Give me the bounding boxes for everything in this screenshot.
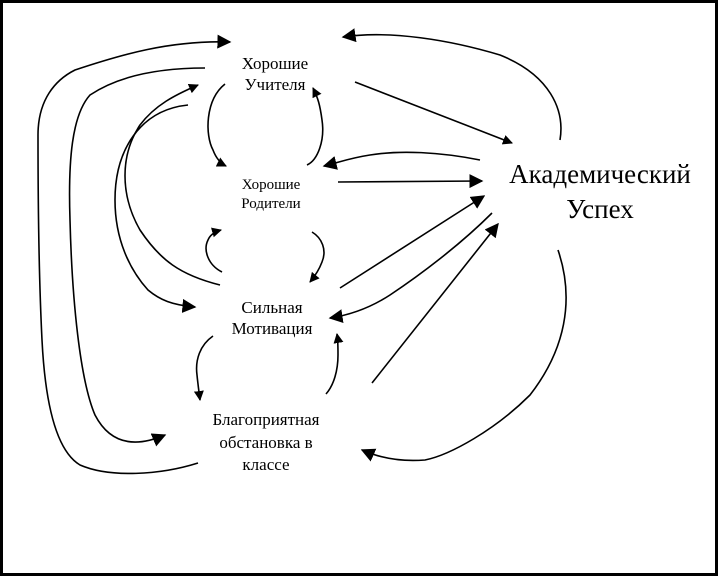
arrow-motivation-to-environment	[193, 335, 214, 401]
arrow-success-to-parents	[322, 151, 481, 170]
node-good-parents: Хорошие Родители	[218, 176, 324, 214]
node-strong-motivation-line2: Мотивация	[231, 319, 313, 339]
node-academic-success: Академический Успех	[484, 157, 716, 227]
node-environment-line3: классе	[242, 455, 290, 475]
node-academic-success-line1: Академический	[509, 159, 691, 189]
arrow-motivation-to-parents	[205, 227, 223, 273]
arrow-parents-to-motivation	[309, 231, 325, 283]
node-good-teachers: Хорошие Учителя	[220, 53, 330, 96]
node-strong-motivation-line1: Сильная	[241, 298, 303, 317]
node-good-parents-line1: Хорошие	[241, 177, 301, 193]
arrow-teachers-to-motivation	[114, 104, 197, 313]
node-good-teachers-line2: Учителя	[244, 75, 306, 95]
arrow-parents-to-teachers	[306, 87, 324, 166]
arrow-teachers-to-environment	[68, 67, 206, 447]
node-academic-success-line2: Успех	[566, 194, 634, 225]
arrow-environment-to-teachers-outer	[37, 34, 232, 475]
arrow-teachers-to-success	[354, 81, 513, 145]
node-favorable-class-environment: Благоприятная обстановка в классе	[186, 409, 346, 477]
node-environment-line1: Благоприятная	[212, 410, 320, 429]
arrow-success-to-environment	[360, 249, 567, 462]
arrow-motivation-to-teachers	[124, 84, 221, 286]
node-strong-motivation: Сильная Мотивация	[212, 297, 332, 340]
node-environment-line2: обстановка в	[219, 432, 313, 452]
arrow-environment-to-success	[371, 222, 499, 384]
arrow-success-to-teachers	[341, 28, 562, 141]
arrow-environment-to-motivation	[325, 333, 344, 395]
node-good-parents-line2: Родители	[241, 195, 301, 212]
arrow-success-to-motivation	[328, 212, 493, 324]
arrow-teachers-to-parents	[207, 83, 227, 167]
arrow-parents-to-success	[337, 174, 484, 189]
node-good-teachers-line1: Хорошие	[241, 54, 309, 73]
arrow-motivation-to-success	[339, 195, 486, 289]
